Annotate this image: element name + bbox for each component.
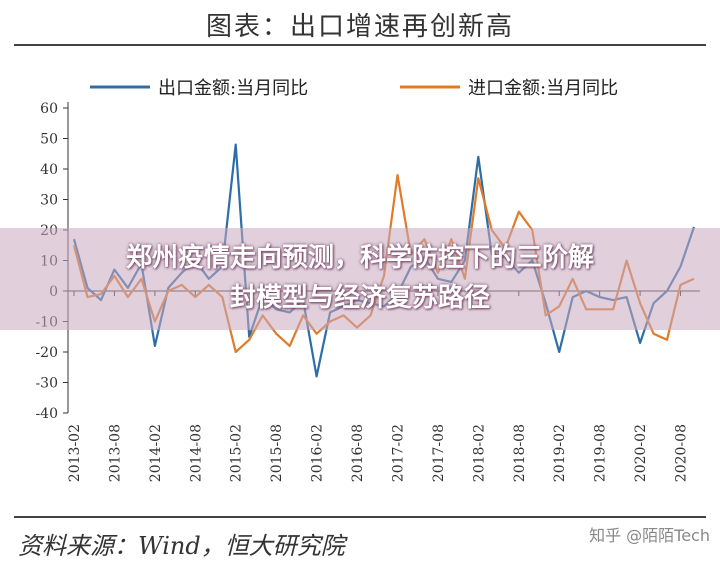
headline-line-2: 封模型与经济复苏路径 [229, 283, 490, 313]
x-tick-label: 2013-08 [107, 424, 123, 482]
headline-line-1: 郑州疫情走向预测，科学防控下的三阶解 [125, 243, 594, 273]
watermark: 知乎 @陌陌Tech [589, 526, 710, 545]
x-tick-label: 2017-02 [390, 424, 406, 482]
top-rule [14, 44, 706, 46]
line-chart: 出口金额:当月同比 进口金额:当月同比 -40-30-20-1001020304… [35, 78, 700, 482]
x-tick-label: 2018-02 [471, 424, 487, 482]
source-note: 资料来源：Wind，恒大研究院 [18, 532, 345, 560]
y-tick-label: 30 [40, 193, 58, 209]
headline-banner-text: 郑州疫情走向预测，科学防控下的三阶解 封模型与经济复苏路径 [0, 238, 720, 318]
legend-label-export: 出口金额:当月同比 [158, 78, 308, 99]
headline-banner [0, 228, 720, 330]
x-tick-label: 2015-02 [229, 424, 245, 482]
y-tick-label: 60 [40, 101, 58, 117]
x-tick-label: 2014-08 [188, 424, 204, 482]
y-tick-label: -40 [35, 406, 58, 422]
legend-label-import: 进口金额:当月同比 [468, 78, 618, 99]
x-tick-label: 2013-02 [67, 424, 83, 482]
x-tick-label: 2017-08 [431, 424, 447, 482]
x-tick-label: 2015-08 [269, 424, 285, 482]
x-tick-label: 2018-08 [512, 424, 528, 482]
y-tick-label: -30 [35, 376, 58, 392]
chart-title: 图表：出口增速再创新高 [205, 12, 514, 42]
x-tick-label: 2014-02 [148, 424, 164, 482]
x-tick-label: 2016-02 [310, 424, 326, 482]
y-tick-label: 40 [40, 162, 58, 178]
legend: 出口金额:当月同比 进口金额:当月同比 [90, 78, 618, 99]
x-tick-label: 2020-02 [633, 424, 649, 482]
x-tick-label: 2019-02 [552, 424, 568, 482]
bottom-rule [14, 516, 706, 518]
x-tick-label: 2019-08 [593, 424, 609, 482]
y-tick-label: 50 [40, 132, 58, 148]
y-tick-label: -20 [35, 345, 58, 361]
x-tick-label: 2016-08 [350, 424, 366, 482]
x-tick-label: 2020-08 [674, 424, 690, 482]
